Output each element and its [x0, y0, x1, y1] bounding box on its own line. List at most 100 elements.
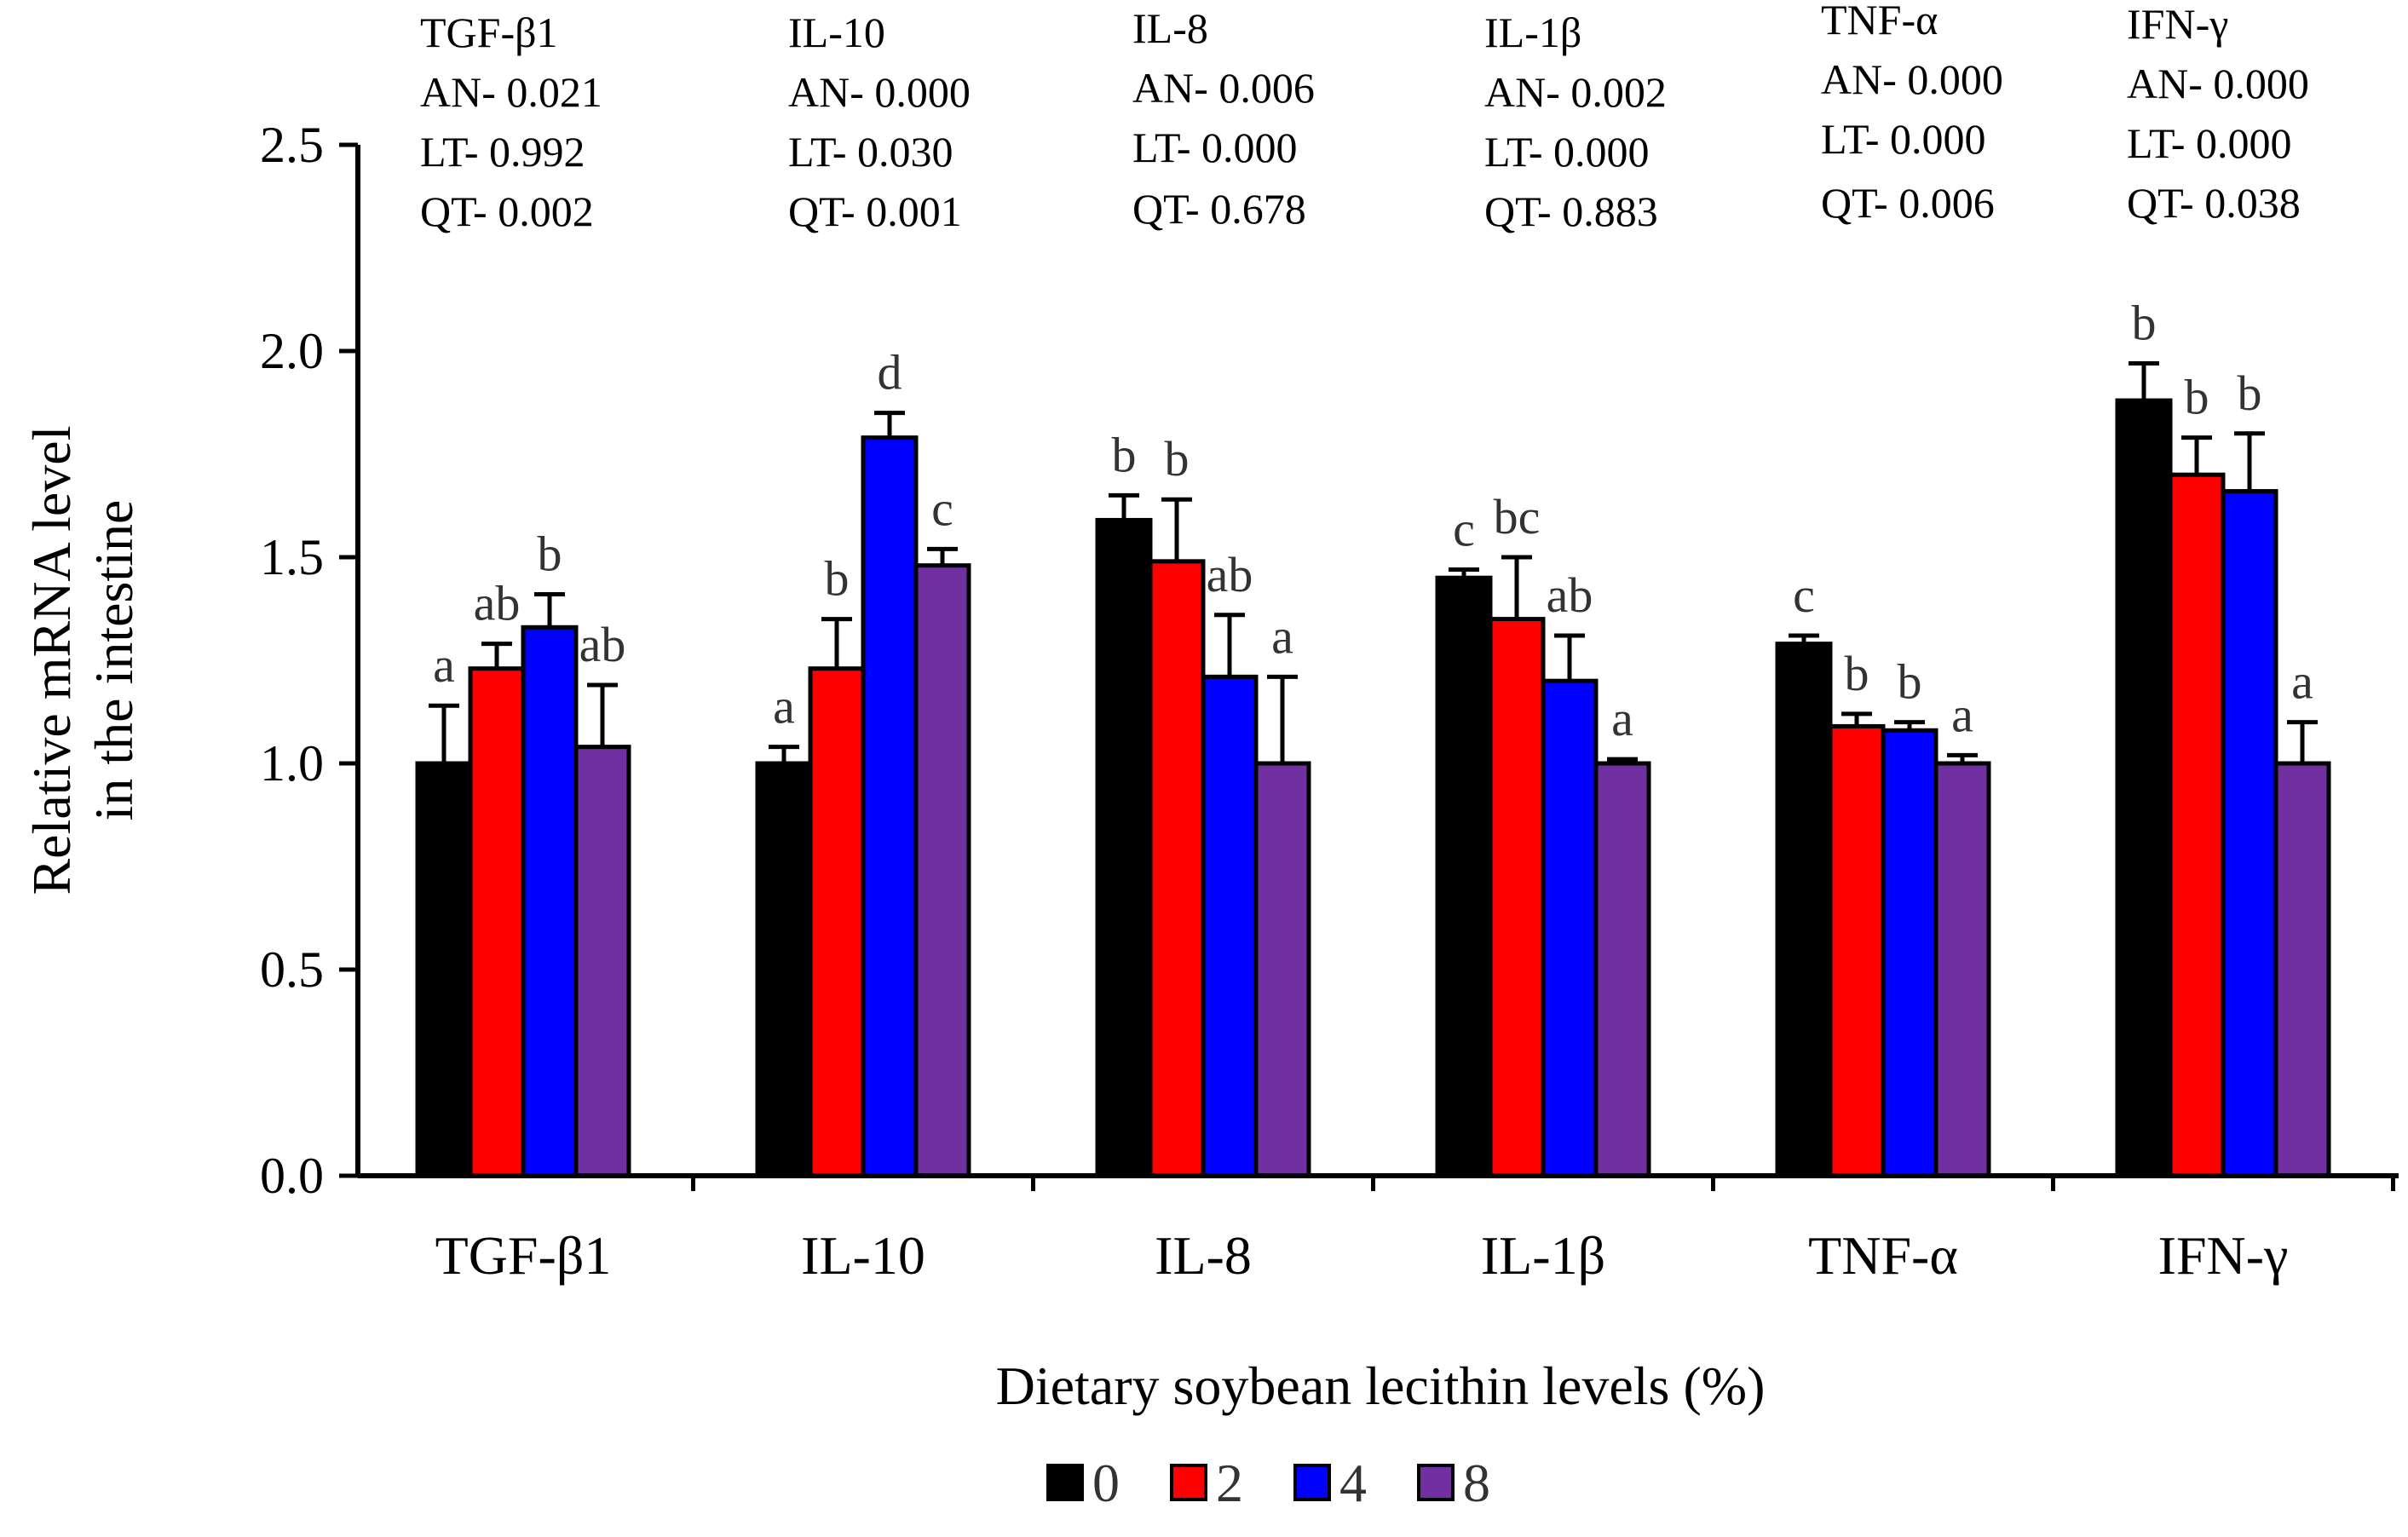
bar: [913, 563, 971, 1178]
stat-line: TGF-β1: [420, 9, 558, 56]
stat-line: AN- 0.000: [788, 68, 971, 116]
bar: [1593, 761, 1651, 1178]
x-category-label: IL-10: [801, 1225, 925, 1286]
bar: [1541, 678, 1599, 1178]
stat-line: AN- 0.021: [420, 68, 602, 116]
y-tick-label: 1.0: [260, 735, 324, 792]
x-category-label: IL-1β: [1481, 1225, 1605, 1286]
significance-letter: a: [433, 637, 455, 693]
significance-letter: c: [1793, 567, 1815, 623]
x-category-labels: TGF-β1 IL-10 IL-8 IL-1β TNF-α IFN-γ: [435, 1176, 2395, 1286]
bar: [1435, 575, 1493, 1178]
stat-line: LT- 0.992: [420, 128, 585, 176]
significance-letter: a: [773, 679, 795, 734]
bar: [1828, 723, 1886, 1178]
significance-letter: b: [538, 527, 562, 582]
legend-label: 0: [1092, 1453, 1120, 1513]
stat-line: LT- 0.000: [1132, 124, 1298, 171]
significance-letter: bc: [1494, 489, 1541, 544]
significance-letter: b: [1112, 427, 1137, 482]
y-tick-label: 0.5: [260, 941, 324, 998]
y-axis-title-line1: Relative mRNA level: [21, 426, 82, 895]
stat-line: QT- 0.006: [1821, 179, 1995, 227]
stat-line: IL-1β: [1484, 9, 1581, 56]
significance-letter: b: [2132, 296, 2157, 351]
bar: [2273, 761, 2331, 1178]
significance-letter: b: [1165, 431, 1190, 486]
bar: [808, 666, 866, 1178]
significance-letter: ab: [474, 576, 521, 631]
bar: [1201, 674, 1259, 1178]
stat-line: QT- 0.678: [1132, 185, 1306, 233]
bar: [1775, 642, 1833, 1178]
stat-line: QT- 0.002: [420, 187, 594, 235]
x-category-label: TGF-β1: [435, 1225, 612, 1286]
legend-swatch: [1170, 1464, 1207, 1501]
stat-line: AN- 0.000: [2127, 60, 2309, 107]
bar: [1881, 728, 1938, 1178]
bar: [468, 666, 526, 1178]
significance-letter: c: [1453, 502, 1475, 557]
stat-line: TNF-α: [1821, 0, 1938, 43]
significance-letter: c: [931, 481, 953, 536]
y-tick-label: 2.0: [260, 323, 324, 379]
significance-letter: ab: [1207, 547, 1253, 602]
bar: [415, 761, 473, 1178]
significance-letter: d: [878, 345, 902, 400]
significance-letter: a: [2291, 654, 2313, 710]
significance-letter: a: [1951, 687, 1973, 742]
significance-letter: a: [1271, 608, 1293, 664]
x-axis-title: Dietary soybean lecithin levels (%): [996, 1356, 1766, 1416]
statistics-annotations: TGF-β1 AN- 0.021 LT- 0.992 QT- 0.002 IL-10 AN…: [420, 0, 2309, 235]
legend-label: 2: [1216, 1453, 1243, 1513]
legend-swatch: [1293, 1464, 1331, 1501]
y-tick-label: 0.0: [260, 1148, 324, 1204]
x-category-label: IFN-γ: [2158, 1225, 2289, 1286]
legend: 0 2 4 8: [1046, 1453, 1490, 1513]
significance-letter: b: [1898, 654, 1922, 710]
bar: [861, 435, 919, 1178]
bar: [573, 745, 631, 1178]
stat-line: IFN-γ: [2127, 0, 2228, 48]
significance-letter: b: [2238, 366, 2262, 421]
bar: [1488, 617, 1546, 1178]
stat-line: IL-8: [1132, 4, 1208, 52]
x-category-label: IL-8: [1155, 1225, 1252, 1286]
significance-letter: b: [2185, 370, 2209, 425]
significance-letter: b: [825, 551, 850, 607]
bar: [1148, 559, 1206, 1178]
bar: [1253, 761, 1311, 1178]
stat-line: QT- 0.883: [1484, 187, 1658, 235]
legend-label: 4: [1339, 1453, 1367, 1513]
stat-line: LT- 0.000: [1821, 115, 1986, 163]
stat-line: IL-10: [788, 9, 885, 56]
bar: [1933, 761, 1991, 1178]
stat-line: AN- 0.006: [1132, 64, 1315, 112]
stat-line: LT- 0.000: [1484, 128, 1650, 176]
bar: [521, 625, 579, 1178]
bar: [2221, 489, 2278, 1178]
significance-letter: a: [1611, 691, 1633, 746]
significance-letter: b: [1845, 646, 1869, 701]
stat-line: AN- 0.002: [1484, 68, 1667, 116]
significance-letter: ab: [579, 617, 626, 672]
bar: [755, 761, 813, 1178]
stat-line: QT- 0.001: [788, 187, 962, 235]
legend-swatch: [1046, 1464, 1084, 1501]
y-axis-title-line2: in the intestine: [84, 500, 144, 821]
legend-swatch: [1417, 1464, 1455, 1501]
stat-line: QT- 0.038: [2127, 179, 2301, 227]
y-ticks: 0.0 0.5 1.0 1.5 2.0 2.5: [260, 117, 358, 1204]
y-tick-label: 1.5: [260, 529, 324, 585]
bar: [1095, 517, 1153, 1178]
x-category-label: TNF-α: [1808, 1225, 1958, 1286]
stat-line: LT- 0.030: [788, 128, 953, 176]
y-tick-label: 2.5: [260, 117, 324, 173]
stat-line: LT- 0.000: [2127, 119, 2292, 167]
stat-line: AN- 0.000: [1821, 55, 2003, 103]
axes-layer: [355, 145, 2399, 1178]
legend-label: 8: [1463, 1453, 1490, 1513]
significance-letter: ab: [1547, 567, 1593, 623]
